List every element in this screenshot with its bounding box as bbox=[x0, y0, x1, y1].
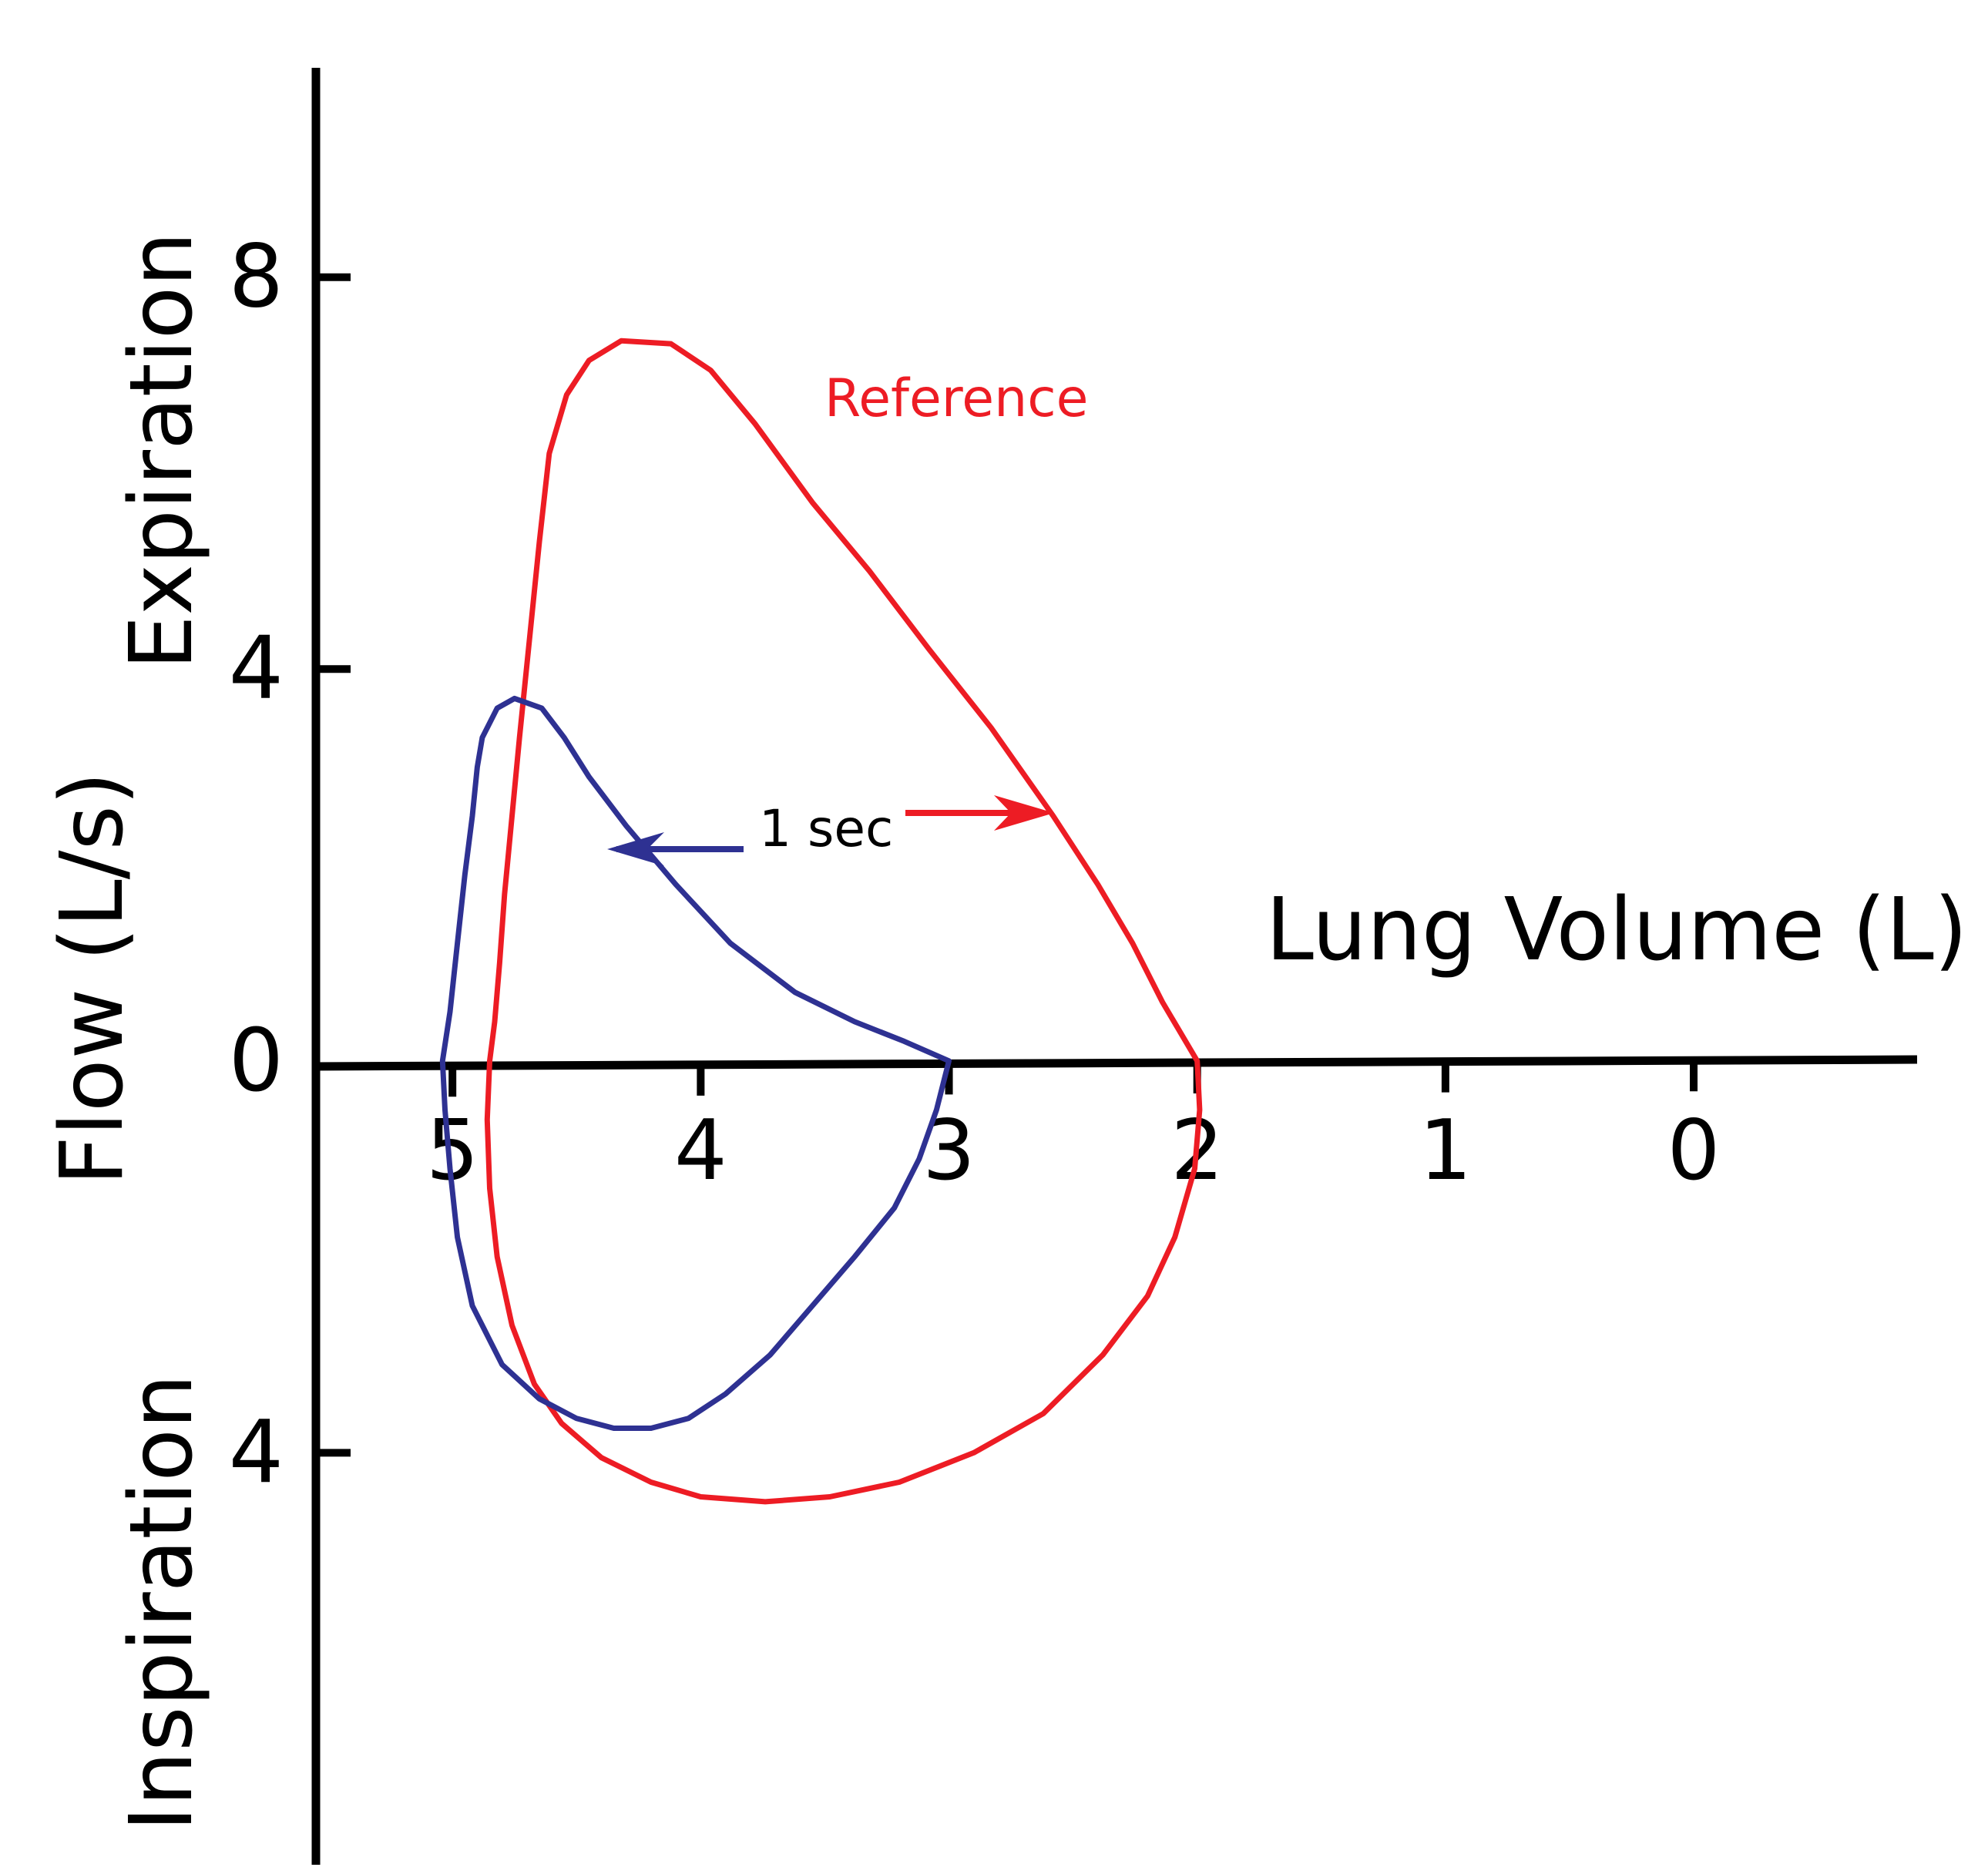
y-tick-marks: 8 4 0 4 bbox=[229, 227, 351, 1503]
reference-1sec-arrowhead bbox=[994, 795, 1054, 831]
time-marker-label: 1 sec bbox=[759, 799, 893, 858]
reference-curve bbox=[484, 338, 1203, 1505]
x-tick-label-2: 3 bbox=[922, 1103, 976, 1199]
inspiration-label: Inspiration bbox=[112, 1374, 212, 1832]
x-tick-label-1: 4 bbox=[674, 1103, 727, 1199]
reference-label: Reference bbox=[824, 368, 1088, 429]
y-tick-label-2: 0 bbox=[229, 1011, 284, 1111]
y-tick-label-1: 4 bbox=[229, 619, 284, 719]
patient-1sec-arrowhead bbox=[607, 832, 664, 866]
y-axis-label: Flow (L/s) bbox=[42, 771, 143, 1185]
x-axis-label: Lung Volume (L) bbox=[1265, 880, 1967, 980]
y-tick-label-0: 8 bbox=[229, 227, 284, 327]
x-tick-label-5: 0 bbox=[1667, 1103, 1721, 1199]
expiration-label: Expiration bbox=[112, 232, 212, 670]
patient-curve bbox=[439, 695, 952, 1431]
x-axis bbox=[311, 1055, 1918, 1071]
x-tick-label-4: 1 bbox=[1419, 1103, 1473, 1199]
y-tick-label-3: 4 bbox=[229, 1402, 284, 1503]
